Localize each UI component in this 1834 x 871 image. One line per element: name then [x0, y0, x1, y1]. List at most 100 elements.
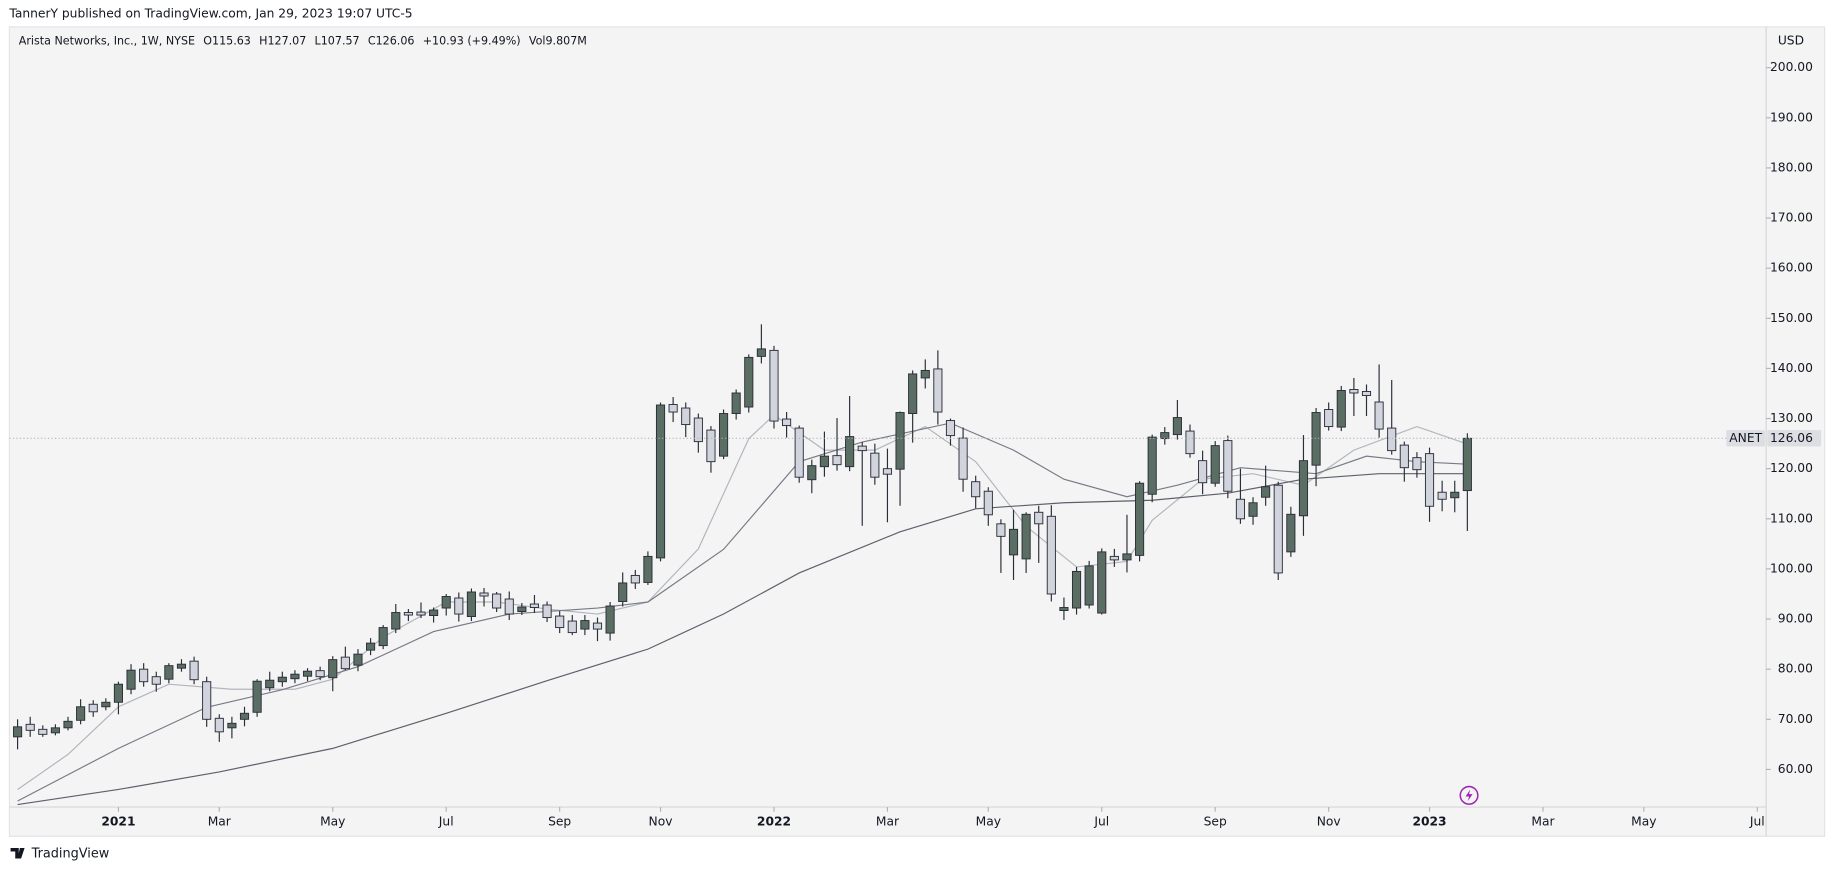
candle-body: [1324, 409, 1334, 428]
candle-body: [454, 597, 464, 615]
y-tick-label: 180.00: [1770, 160, 1813, 174]
candle-body: [567, 620, 577, 634]
x-tick-label: Sep: [1204, 815, 1227, 829]
candle-body: [1071, 570, 1082, 609]
x-tick-label: May: [320, 815, 345, 829]
candle-body: [1185, 430, 1195, 455]
candle-body: [315, 670, 325, 678]
legend-change: +10.93 (+9.49%): [423, 35, 521, 48]
candle-body: [1336, 390, 1346, 428]
symbol-tag-label: ANET: [1729, 431, 1762, 445]
candle-body: [391, 612, 401, 630]
candle-body: [1361, 391, 1372, 396]
candle-body: [441, 596, 451, 609]
candle-body: [164, 665, 174, 680]
moving-average: [17, 473, 1468, 806]
publisher-line: TannerY published on TradingView.com, Ja…: [8, 7, 412, 21]
y-tick-label: 110.00: [1770, 511, 1813, 525]
currency-label: USD: [1778, 33, 1804, 47]
chart-panel: [8, 26, 1826, 837]
candle-body: [1374, 401, 1384, 430]
y-tick-label: 200.00: [1770, 60, 1813, 74]
y-tick-label: 160.00: [1770, 261, 1813, 275]
symbol-legend: Arista Networks, Inc., 1W, NYSE O115.63 …: [19, 35, 587, 48]
candle-body: [13, 726, 23, 738]
candle-body: [252, 680, 262, 713]
candle-body: [1172, 417, 1182, 436]
tradingview-logo[interactable]: TradingView: [10, 846, 110, 861]
y-tick-label: 80.00: [1778, 662, 1813, 676]
candle-body: [592, 622, 603, 630]
candle-body: [1261, 486, 1271, 498]
candle-body: [618, 582, 628, 602]
candle-body: [1235, 498, 1245, 520]
candle-body: [920, 369, 930, 379]
candle-body: [643, 555, 653, 583]
candle-body: [38, 728, 48, 735]
candle-body: [933, 368, 943, 413]
candle-body: [681, 407, 691, 426]
candle-body: [769, 349, 779, 422]
candle-body: [504, 598, 514, 615]
candle-body: [1147, 436, 1157, 495]
candle-body: [378, 627, 388, 647]
candle-body: [25, 723, 35, 731]
candle-body: [832, 455, 842, 466]
candle-body: [971, 481, 981, 498]
lightning-icon[interactable]: [1459, 785, 1479, 805]
candle-body: [353, 653, 363, 666]
brand: TradingView: [31, 846, 110, 861]
candle-body: [819, 455, 829, 468]
candle-body: [239, 712, 250, 720]
candle-body: [328, 659, 338, 679]
candle-body: [655, 404, 666, 559]
candle-body: [366, 642, 376, 651]
candle-body: [1298, 460, 1309, 517]
candle-body: [466, 591, 476, 618]
legend-low: L107.57: [315, 35, 360, 48]
candle-body: [479, 592, 489, 597]
candle-body: [1387, 427, 1397, 452]
x-tick-label: 2023: [1412, 815, 1446, 829]
price-tag-label: 126.06: [1770, 431, 1813, 445]
candle-body: [76, 706, 86, 721]
candle-body: [1424, 453, 1435, 507]
x-tick-label: May: [976, 815, 1001, 829]
candle-body: [265, 679, 275, 689]
legend-high: H127.07: [259, 35, 306, 48]
candle-body: [1008, 528, 1019, 556]
candle-body: [277, 676, 287, 683]
price-tag: [1767, 430, 1822, 447]
candle-body: [1034, 511, 1044, 525]
candle-body: [857, 445, 867, 452]
candle-body: [139, 668, 149, 683]
candle-body: [945, 420, 956, 437]
candle-body: [176, 663, 187, 669]
y-tick-label: 100.00: [1770, 561, 1813, 575]
candle-body: [340, 656, 350, 670]
candle-body: [113, 683, 124, 703]
x-tick-label: Mar: [1531, 815, 1555, 829]
candle-body: [718, 413, 729, 457]
candle-body: [1349, 389, 1359, 394]
y-tick-label: 90.00: [1778, 612, 1813, 626]
x-tick-label: Sep: [548, 815, 571, 829]
candle-body: [416, 611, 426, 616]
candle-body: [605, 605, 615, 634]
candle-body: [1248, 502, 1258, 517]
legend-volume: Vol9.807M: [529, 35, 587, 48]
symbol: Arista Networks, Inc., 1W, NYSE: [19, 35, 195, 48]
candle-body: [1198, 460, 1208, 484]
candle-body: [63, 720, 73, 729]
candle-body: [630, 574, 640, 584]
x-tick-label: Jul: [1749, 815, 1765, 829]
candle-body: [555, 615, 565, 629]
candle-body: [1084, 565, 1094, 606]
candle-body: [958, 437, 968, 480]
candle-body: [529, 603, 540, 608]
candle-body: [1286, 513, 1296, 553]
y-tick-label: 170.00: [1770, 211, 1813, 225]
candle-body: [50, 727, 60, 734]
candle-body: [1059, 607, 1069, 611]
